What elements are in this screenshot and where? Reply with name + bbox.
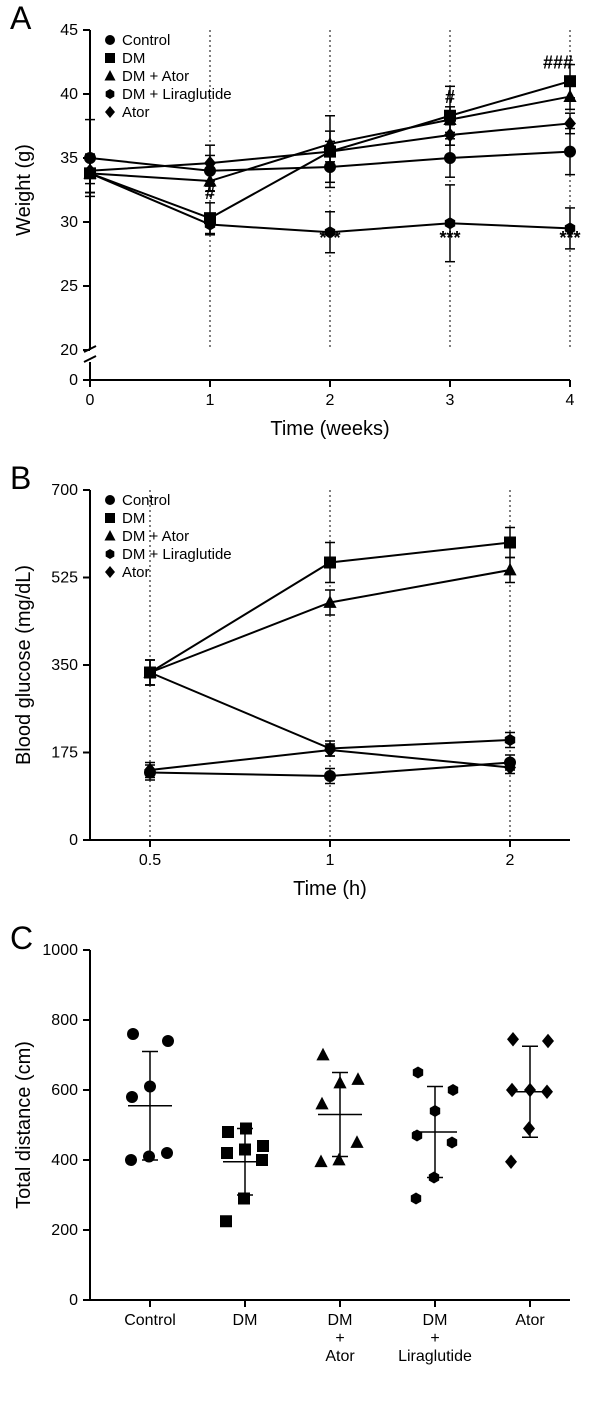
svg-text:3: 3 bbox=[446, 392, 455, 409]
svg-text:25: 25 bbox=[60, 278, 78, 295]
svg-text:Ator: Ator bbox=[122, 104, 150, 121]
svg-text:0: 0 bbox=[86, 392, 95, 409]
svg-text:###: ### bbox=[543, 52, 573, 72]
svg-text:1: 1 bbox=[206, 392, 215, 409]
svg-text:Blood glucose (mg/dL): Blood glucose (mg/dL) bbox=[13, 565, 35, 765]
svg-text:0: 0 bbox=[69, 1292, 78, 1309]
svg-text:Weight (g): Weight (g) bbox=[13, 144, 35, 236]
svg-text:20: 20 bbox=[60, 342, 78, 359]
panel-a-label: A bbox=[10, 0, 31, 37]
svg-text:30: 30 bbox=[60, 214, 78, 231]
svg-text:Control: Control bbox=[122, 32, 170, 49]
svg-text:DM: DM bbox=[328, 1312, 353, 1329]
svg-text:DM: DM bbox=[233, 1312, 258, 1329]
svg-text:40: 40 bbox=[60, 86, 78, 103]
svg-text:DM: DM bbox=[122, 510, 145, 527]
svg-text:DM + Ator: DM + Ator bbox=[122, 528, 189, 545]
svg-text:Control: Control bbox=[124, 1312, 176, 1329]
svg-text:Ator: Ator bbox=[515, 1312, 545, 1329]
svg-text:DM + Liraglutide: DM + Liraglutide bbox=[122, 546, 232, 563]
svg-text:DM + Liraglutide: DM + Liraglutide bbox=[122, 86, 232, 103]
svg-text:4: 4 bbox=[566, 392, 575, 409]
svg-text:700: 700 bbox=[51, 482, 78, 499]
panel-a-svg: 0 20 25 30 35 40 45 0 1 2 3 4 Time (weeks) Weight (g)… bbox=[0, 0, 598, 460]
svg-text:#: # bbox=[205, 183, 215, 203]
panel-c-label: C bbox=[10, 920, 33, 957]
svg-text:Time (h): Time (h) bbox=[293, 878, 367, 900]
panel-c: C 0 200 400 600 800 1000 Total distance (cm) Co… bbox=[0, 920, 598, 1424]
svg-text:1000: 1000 bbox=[42, 942, 78, 959]
svg-text:+: + bbox=[430, 1330, 439, 1347]
svg-text:2: 2 bbox=[506, 852, 515, 869]
svg-text:200: 200 bbox=[51, 1222, 78, 1239]
svg-text:0.5: 0.5 bbox=[139, 852, 161, 869]
svg-text:***: *** bbox=[559, 228, 580, 248]
svg-text:350: 350 bbox=[51, 657, 78, 674]
svg-text:Time (weeks): Time (weeks) bbox=[270, 418, 389, 440]
svg-text:800: 800 bbox=[51, 1012, 78, 1029]
svg-text:45: 45 bbox=[60, 22, 78, 39]
panel-c-svg: 0 200 400 600 800 1000 Total distance (cm) Cont… bbox=[0, 920, 598, 1424]
svg-text:525: 525 bbox=[51, 570, 78, 587]
svg-text:Control: Control bbox=[122, 492, 170, 509]
svg-text:400: 400 bbox=[51, 1152, 78, 1169]
svg-text:***: *** bbox=[319, 228, 340, 248]
svg-text:***: *** bbox=[439, 228, 460, 248]
panel-b-svg: 0.5 1 2 0 175 350 525 700 Time (h) Blood glucose … bbox=[0, 460, 598, 920]
svg-text:600: 600 bbox=[51, 1082, 78, 1099]
svg-text:Liraglutide: Liraglutide bbox=[398, 1348, 472, 1365]
svg-text:+: + bbox=[335, 1330, 344, 1347]
svg-text:Total distance (cm): Total distance (cm) bbox=[13, 1041, 35, 1209]
svg-text:175: 175 bbox=[51, 745, 78, 762]
svg-text:0: 0 bbox=[69, 832, 78, 849]
svg-text:Ator: Ator bbox=[122, 564, 150, 581]
svg-text:2: 2 bbox=[326, 392, 335, 409]
svg-text:#: # bbox=[445, 87, 455, 107]
panel-b-label: B bbox=[10, 460, 31, 497]
svg-text:1: 1 bbox=[326, 852, 335, 869]
svg-text:0: 0 bbox=[69, 372, 78, 389]
svg-text:35: 35 bbox=[60, 150, 78, 167]
panel-a: A 0 20 25 30 35 40 45 0 1 2 3 4 Time (weeks) Weight (… bbox=[0, 0, 598, 460]
svg-text:DM: DM bbox=[423, 1312, 448, 1329]
svg-text:Ator: Ator bbox=[325, 1348, 355, 1365]
svg-text:DM: DM bbox=[122, 50, 145, 67]
panel-b: B 0.5 1 2 0 175 350 525 700 Time (h) Blood glucos… bbox=[0, 460, 598, 920]
svg-text:DM + Ator: DM + Ator bbox=[122, 68, 189, 85]
